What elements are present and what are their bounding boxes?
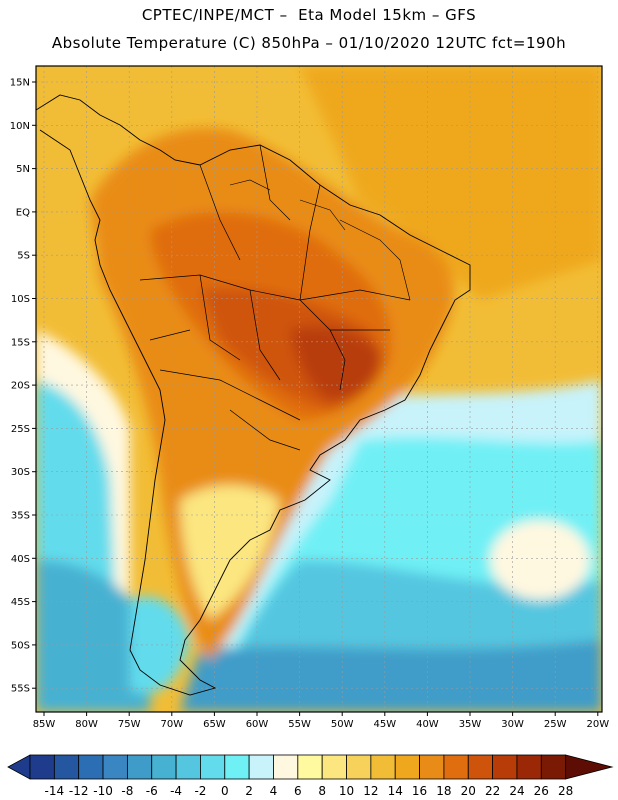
- colorbar: [7, 754, 614, 780]
- colorbar-label: 0: [221, 784, 229, 798]
- colorbar-segment: [516, 754, 542, 780]
- colorbar-label: 14: [388, 784, 403, 798]
- south-america-coastline: [36, 94, 471, 696]
- temperature-field: [36, 66, 602, 712]
- colorbar-label: 22: [485, 784, 500, 798]
- colorbar-segment: [321, 754, 347, 780]
- colorbar-label: 2: [245, 784, 253, 798]
- field-pale-eddy: [490, 520, 590, 600]
- country-borders: [139, 144, 411, 451]
- colorbar-label: 16: [412, 784, 427, 798]
- lon-label: 60W: [246, 719, 269, 730]
- colorbar-segment: [175, 754, 201, 780]
- lat-label: 15S: [11, 337, 30, 348]
- lon-label: 55W: [288, 719, 311, 730]
- colorbar-labels: -14 -12 -10 -8 -6 -4 -2 0 2 4 6 8 10 12 14 16 18 20 22 24 26…: [45, 784, 574, 798]
- lat-label: 15N: [10, 78, 30, 89]
- field-cold-pacific: [36, 560, 150, 712]
- lon-label: 40W: [416, 719, 439, 730]
- lon-label: 75W: [118, 719, 141, 730]
- map-frame: [35, 65, 603, 713]
- chart-subtitle: Absolute Temperature (C) 850hPa – 01/10/…: [51, 34, 567, 52]
- colorbar-label: 26: [534, 784, 549, 798]
- lat-label: 5S: [17, 251, 30, 262]
- lon-label: 30W: [501, 719, 524, 730]
- colorbar-label: 4: [270, 784, 278, 798]
- colorbar-segment: [224, 754, 250, 780]
- lon-label: 70W: [160, 719, 183, 730]
- lon-label: 85W: [33, 719, 56, 730]
- colorbar-segment: [126, 754, 153, 780]
- colorbar-label: 20: [461, 784, 476, 798]
- lat-label: 20S: [11, 381, 30, 392]
- colorbar-segment: [53, 754, 80, 780]
- colorbar-segment: [78, 754, 104, 780]
- colorbar-label: -12: [69, 784, 89, 798]
- colorbar-label: -4: [170, 784, 182, 798]
- lat-label: 25S: [11, 424, 30, 435]
- lon-label: 25W: [544, 719, 567, 730]
- lat-label: 35S: [11, 511, 30, 522]
- colorbar-arrow-left: [7, 754, 31, 780]
- colorbar-label: 24: [509, 784, 524, 798]
- colorbar-label: 28: [558, 784, 573, 798]
- lat-label: 10S: [11, 294, 30, 305]
- lon-label: 80W: [75, 719, 98, 730]
- colorbar-label: -10: [93, 784, 113, 798]
- colorbar-label: 12: [363, 784, 378, 798]
- colorbar-segment: [248, 754, 274, 780]
- lat-label: EQ: [16, 207, 30, 218]
- lon-label: 65W: [203, 719, 226, 730]
- colorbar-arrow-right: [565, 754, 614, 780]
- latitude-labels: 15N 10N 5N EQ 5S 10S 15S 20S 25S 30S 35S 40S 45S 50S 5…: [10, 78, 36, 695]
- field-patagonia-cool: [130, 596, 190, 694]
- colorbar-segment: [540, 754, 567, 780]
- colorbar-segment: [467, 754, 494, 780]
- colorbar-segment: [273, 754, 299, 780]
- lon-label: 45W: [373, 719, 396, 730]
- colorbar-label: -14: [45, 784, 65, 798]
- chart-title: CPTEC/INPE/MCT – Eta Model 15km – GFS: [141, 6, 477, 24]
- colorbar-segment: [419, 754, 445, 780]
- colorbar-segment: [29, 754, 55, 780]
- colorbar-segment: [394, 754, 420, 780]
- lat-label: 10N: [10, 121, 30, 132]
- lat-label: 45S: [11, 597, 30, 608]
- lat-label: 5N: [16, 164, 30, 175]
- colorbar-segment: [492, 754, 518, 780]
- lat-label: 40S: [11, 554, 30, 565]
- lon-label: 20W: [586, 719, 609, 730]
- colorbar-segment: [297, 754, 323, 780]
- lat-label: 55S: [11, 684, 30, 695]
- field-atlantic-north: [300, 66, 602, 300]
- lon-label: 50W: [331, 719, 354, 730]
- lon-label: 35W: [459, 719, 482, 730]
- coastline: [36, 94, 471, 696]
- colorbar-label: 10: [339, 784, 354, 798]
- graticule: [36, 66, 602, 712]
- colorbar-segment: [370, 754, 396, 780]
- lat-label: 50S: [11, 640, 30, 651]
- colorbar-label: 18: [436, 784, 451, 798]
- colorbar-label: 6: [294, 784, 302, 798]
- colorbar-segment: [102, 754, 128, 780]
- colorbar-segment: [200, 754, 226, 780]
- lat-label: 30S: [11, 467, 30, 478]
- colorbar-segment: [443, 754, 469, 780]
- colorbar-label: 8: [318, 784, 326, 798]
- colorbar-label: -6: [146, 784, 158, 798]
- colorbar-label: -8: [121, 784, 133, 798]
- field-coldest-atlantic: [180, 640, 602, 712]
- colorbar-label: -2: [194, 784, 206, 798]
- colorbar-segment: [346, 754, 372, 780]
- colorbar-segment: [151, 754, 177, 780]
- longitude-labels: 85W 80W 75W 70W 65W 60W 55W 50W 45W 40W 35W 30W 25W 2…: [33, 712, 609, 730]
- field-argentina-mild: [180, 485, 280, 620]
- state-borders: [229, 179, 411, 301]
- field-hottest-core: [290, 326, 381, 400]
